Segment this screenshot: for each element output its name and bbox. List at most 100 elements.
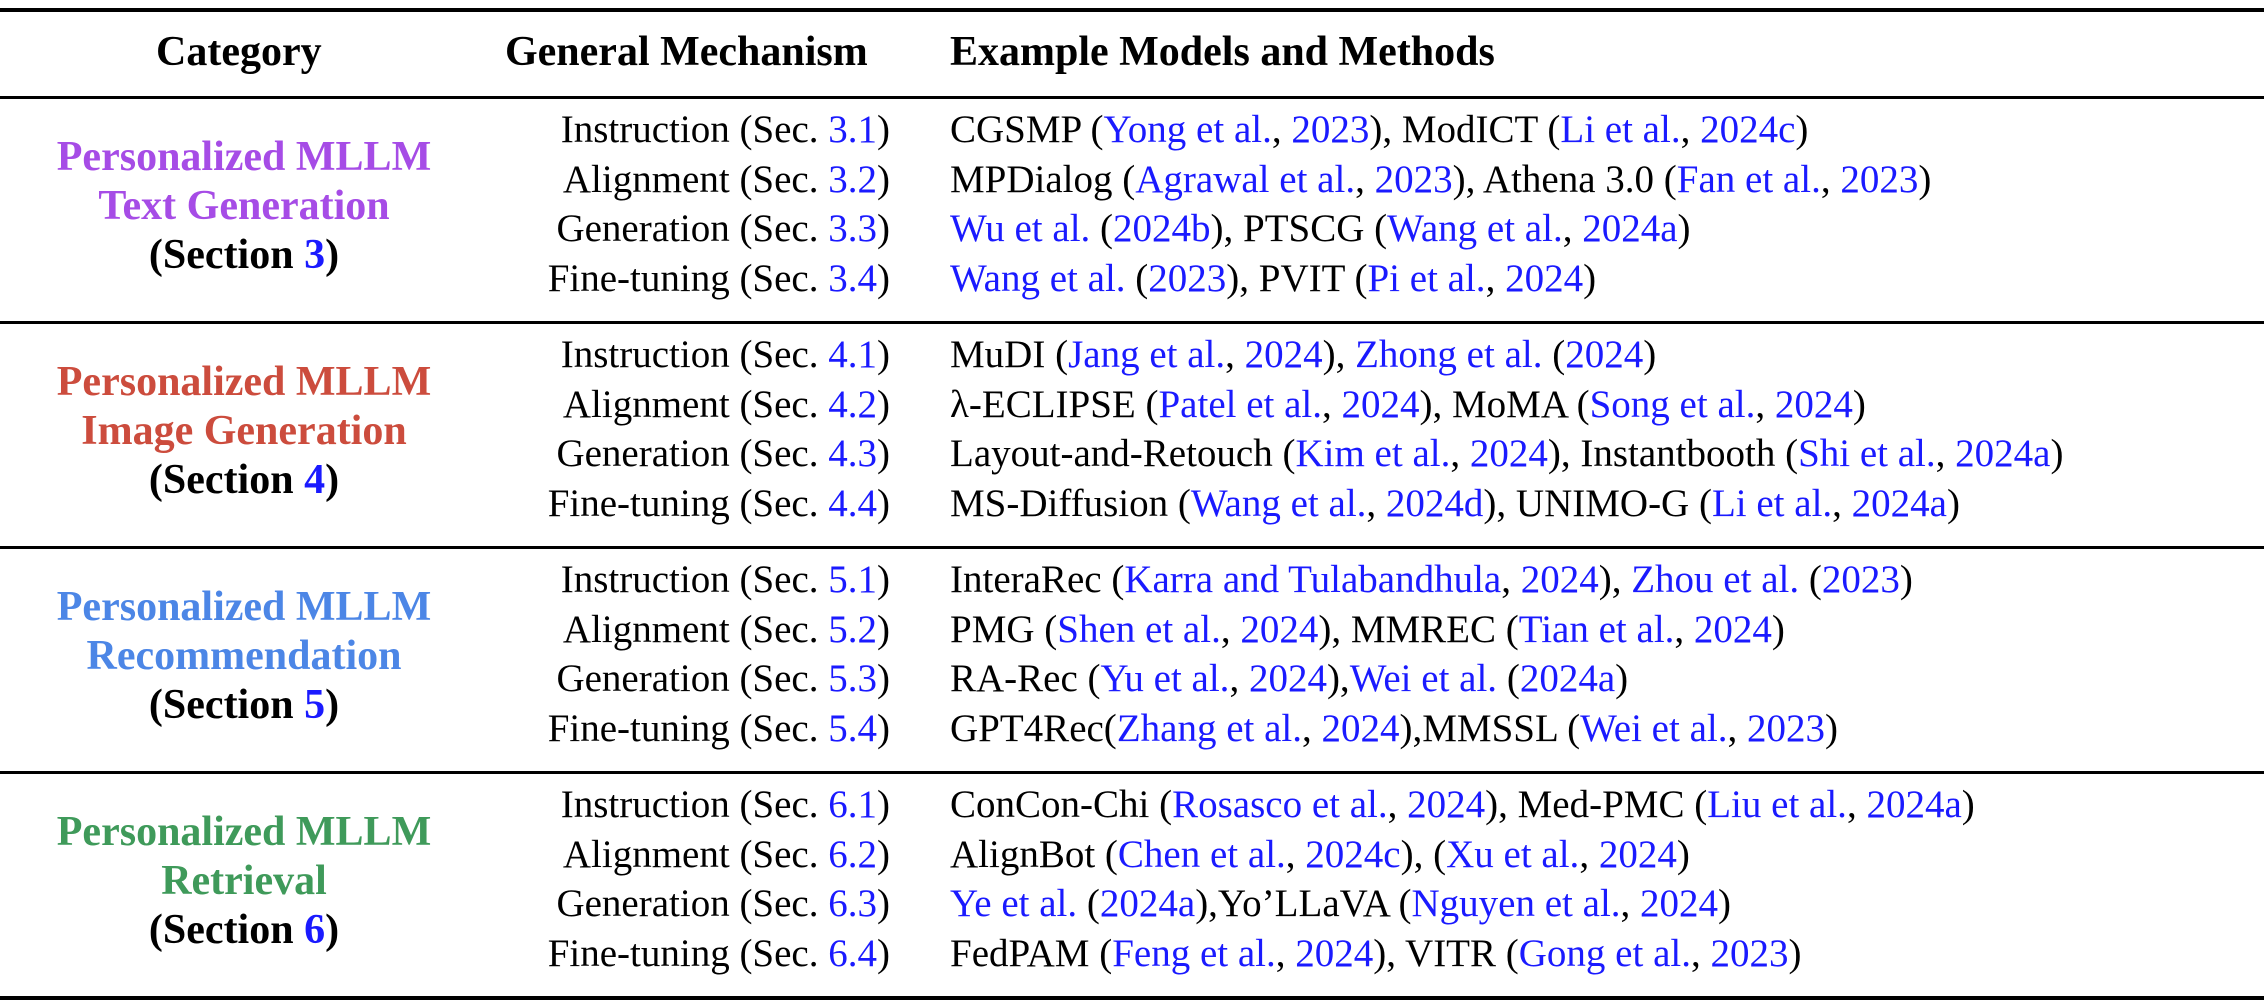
citation-link[interactable]: Karra and Tulabandhula — [1124, 558, 1502, 601]
citation-link[interactable]: 2024c — [1700, 108, 1796, 151]
citation-link[interactable]: 2024 — [1295, 931, 1374, 975]
citation-link[interactable]: 2024 — [1505, 256, 1584, 300]
subsection-link[interactable]: 3.3 — [828, 207, 877, 250]
subsection-link[interactable]: 3.2 — [828, 157, 877, 201]
subsection-link[interactable]: 4.1 — [828, 333, 877, 376]
citation-link[interactable]: Gong et al. — [1518, 931, 1691, 975]
citation-link[interactable]: 2024 — [1693, 607, 1772, 651]
citation-link[interactable]: 2024 — [1321, 706, 1400, 750]
example-text: ) — [1677, 207, 1691, 250]
citation-link[interactable]: Agrawal et al. — [1135, 157, 1356, 201]
citation-link[interactable]: Nguyen et al. — [1411, 882, 1621, 925]
table-header: Category General Mechanism Example Model… — [0, 12, 2264, 96]
citation-link[interactable]: 2023 — [1374, 157, 1453, 201]
citation-link[interactable]: Zhang et al. — [1116, 706, 1302, 750]
subsection-link[interactable]: 5.3 — [828, 657, 877, 700]
citation-link[interactable]: Wei et al. — [1580, 706, 1728, 750]
section-reference: (Section 5) — [148, 682, 340, 728]
citation-link[interactable]: 2024a — [1582, 207, 1678, 250]
subsection-link[interactable]: 5.2 — [828, 607, 877, 651]
citation-link[interactable]: Li et al. — [1711, 481, 1833, 525]
table-row: Generation (Sec. 3.3) Wu et al. (2024b), … — [0, 204, 2264, 254]
citation-link[interactable]: Patel et al. — [1158, 382, 1323, 426]
citation-link[interactable]: Kim et al. — [1295, 432, 1451, 475]
subsection-link[interactable]: 6.3 — [828, 882, 877, 925]
citation-link[interactable]: 2024 — [1640, 882, 1719, 925]
section-number-link[interactable]: 4 — [304, 457, 326, 503]
citation-link[interactable]: 2023 — [1746, 706, 1825, 750]
citation-link[interactable]: Chen et al. — [1117, 832, 1286, 876]
example-text: , — [1220, 607, 1241, 651]
citation-link[interactable]: 2024 — [1469, 432, 1548, 475]
subsection-link[interactable]: 3.1 — [828, 108, 877, 151]
citation-link[interactable]: 2024 — [1774, 382, 1853, 426]
section-number-link[interactable]: 3 — [304, 232, 326, 278]
mechanism-cell: Alignment (Sec. 3.2) — [562, 157, 890, 201]
citation-link[interactable]: Zhou et al. — [1631, 558, 1800, 601]
subsection-link[interactable]: 6.4 — [828, 931, 877, 975]
citation-link[interactable]: 2024 — [1407, 783, 1486, 826]
citation-link[interactable]: Shi et al. — [1798, 432, 1936, 475]
citation-link[interactable]: 2024 — [1244, 333, 1323, 376]
citation-link[interactable]: Fan et al. — [1676, 157, 1821, 201]
citation-link[interactable]: 2024d — [1385, 481, 1484, 525]
subsection-link[interactable]: 5.1 — [828, 558, 877, 601]
subsection-link[interactable]: 6.2 — [828, 832, 877, 876]
citation-link[interactable]: 2023 — [1840, 157, 1919, 201]
citation-link[interactable]: 2024 — [1565, 333, 1644, 376]
citation-link[interactable]: Tian et al. — [1518, 607, 1675, 651]
citation-link[interactable]: Wang et al. — [1190, 481, 1367, 525]
example-text: , — [1562, 207, 1583, 250]
citation-link[interactable]: Feng et al. — [1112, 931, 1276, 975]
citation-link[interactable]: Jang et al. — [1068, 333, 1226, 376]
citation-link[interactable]: 2023 — [1291, 108, 1370, 151]
citation-link[interactable]: Ye et al. — [950, 882, 1078, 925]
citation-link[interactable]: 2024a — [1099, 882, 1196, 925]
citation-link[interactable]: Yong et al. — [1103, 108, 1272, 151]
citation-link[interactable]: 2024a — [1866, 783, 1962, 826]
citation-link[interactable]: Wang et al. — [1387, 207, 1563, 250]
citation-link[interactable]: 2023 — [1148, 256, 1227, 300]
citation-link[interactable]: 2024a — [1519, 657, 1616, 700]
citation-link[interactable]: Wang et al. — [950, 256, 1126, 300]
citation-link[interactable]: 2024 — [1520, 558, 1599, 601]
citation-link[interactable]: Shen et al. — [1057, 607, 1221, 651]
citation-link[interactable]: Liu et al. — [1707, 783, 1847, 826]
citation-link[interactable]: 2024c — [1305, 832, 1401, 876]
example-text: , — [1355, 157, 1375, 201]
citation-link[interactable]: 2023 — [1821, 558, 1900, 601]
citation-link[interactable]: 2024a — [1851, 481, 1947, 525]
examples-cell: MPDialog (Agrawal et al., 2023), Athena … — [950, 155, 1931, 205]
citation-link[interactable]: Zhong et al. — [1355, 333, 1543, 376]
table-section: Personalized MLLM Text Generation (Section… — [0, 99, 2264, 321]
section-reference: (Section 6) — [148, 907, 340, 953]
subsection-link[interactable]: 6.1 — [828, 783, 877, 826]
citation-link[interactable]: 2024 — [1341, 382, 1420, 426]
section-number-link[interactable]: 5 — [304, 682, 326, 728]
citation-link[interactable]: 2024 — [1240, 607, 1319, 651]
example-text: ) — [1643, 333, 1657, 376]
category-cell: Personalized MLLM Recommendation (Section … — [0, 583, 488, 730]
citation-link[interactable]: 2024b — [1113, 207, 1211, 250]
citation-link[interactable]: Rosasco et al. — [1172, 783, 1388, 826]
citation-link[interactable]: 2024 — [1248, 657, 1327, 700]
citation-link[interactable]: Xu et al. — [1446, 832, 1580, 876]
citation-link[interactable]: Song et al. — [1589, 382, 1756, 426]
example-text: , — [1501, 558, 1521, 601]
subsection-link[interactable]: 4.3 — [828, 432, 877, 475]
citation-link[interactable]: Wu et al. — [950, 207, 1091, 250]
citation-link[interactable]: 2023 — [1710, 931, 1789, 975]
example-text: ) — [1946, 481, 1960, 525]
subsection-link[interactable]: 4.4 — [828, 481, 877, 525]
citation-link[interactable]: Yu et al. — [1100, 657, 1230, 700]
subsection-link[interactable]: 3.4 — [828, 256, 877, 300]
citation-link[interactable]: Wei et al. — [1349, 657, 1498, 700]
citation-link[interactable]: 2024a — [1955, 432, 2051, 475]
citation-link[interactable]: Li et al. — [1560, 108, 1681, 151]
citation-link[interactable]: 2024 — [1598, 832, 1677, 876]
section-number-link[interactable]: 6 — [304, 907, 326, 953]
citation-link[interactable]: Pi et al. — [1367, 256, 1486, 300]
subsection-link[interactable]: 4.2 — [828, 382, 877, 426]
subsection-link[interactable]: 5.4 — [828, 706, 877, 750]
mechanism-cell: Generation (Sec. 6.3) — [556, 882, 890, 925]
